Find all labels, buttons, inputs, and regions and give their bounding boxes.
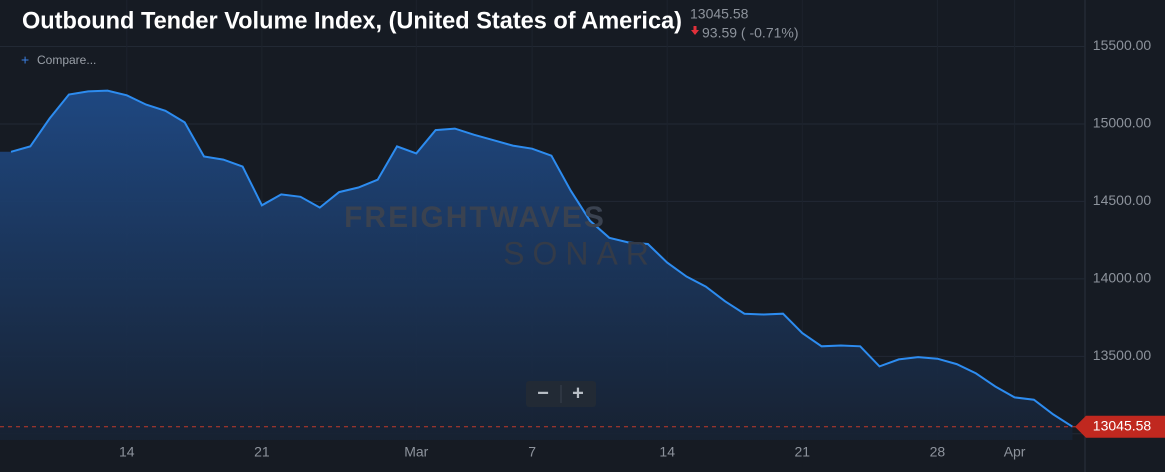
change: 93.59 ( -0.71%) [702,25,799,41]
zoom-in[interactable]: + [572,382,584,404]
x-tick-label: 14 [659,444,675,460]
compare[interactable]: Compare... [37,53,96,67]
current-value-label: 13045.58 [1093,417,1152,433]
x-tick-label: 28 [930,444,946,460]
y-tick-label: 15000.00 [1093,115,1152,131]
x-tick-label: Apr [1004,444,1026,460]
x-tick-label: 21 [254,444,270,460]
compare-plus[interactable]: + [21,52,29,68]
zoom-out[interactable]: − [537,382,549,404]
watermark: FREIGHTWAVES [344,201,606,234]
chart-title: Outbound Tender Volume Index, (United St… [22,7,682,34]
y-tick-label: 14000.00 [1093,270,1152,286]
x-tick-label: 7 [528,444,536,460]
y-tick-label: 13500.00 [1093,347,1152,363]
current-value-tag [1075,415,1165,438]
area [0,90,1073,440]
x-tick-label: Mar [404,444,428,460]
down-arrow [691,26,699,35]
line [10,89,1074,428]
current-value: 13045.58 [690,6,749,22]
y-tick-label: 15500.00 [1093,37,1152,53]
axes: 13000.0013500.0014000.0014500.0015000.00… [0,37,1165,460]
plot [0,89,1074,440]
watermark: SONAR [503,235,657,271]
x-tick-label: 14 [119,444,135,460]
x-tick-label: 21 [795,444,811,460]
y-tick-label: 14500.00 [1093,192,1152,208]
